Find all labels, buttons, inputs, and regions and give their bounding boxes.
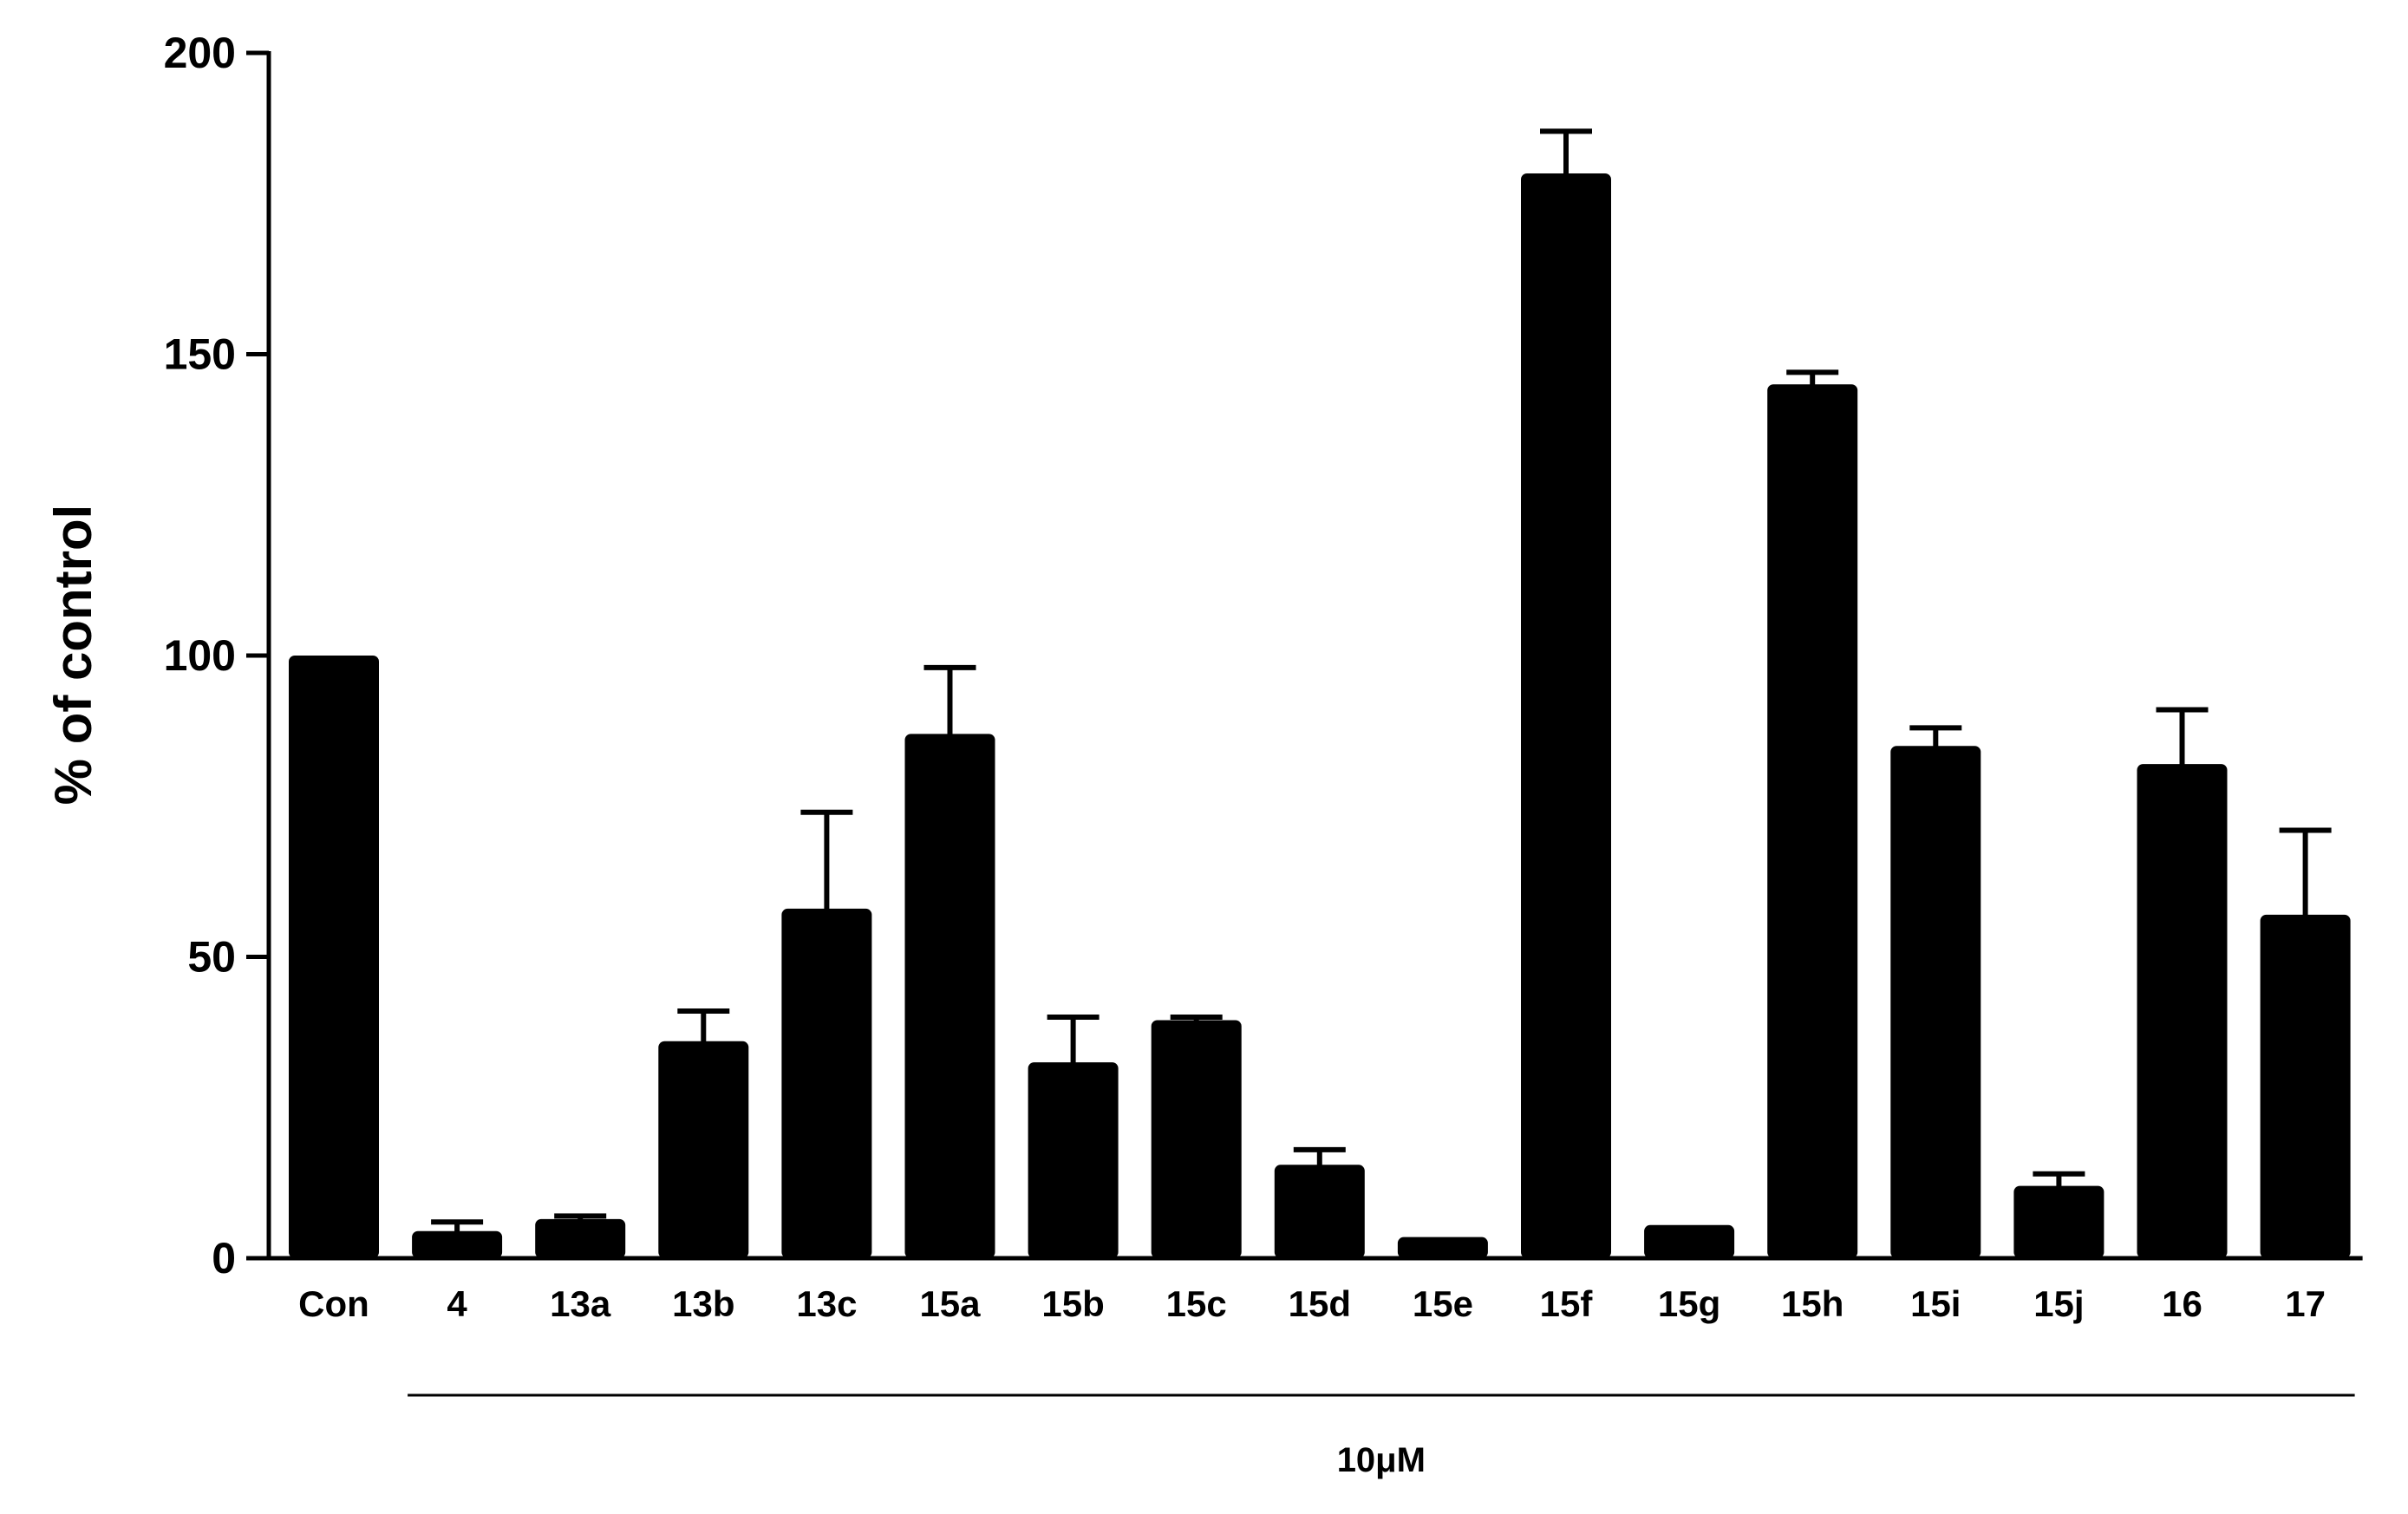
x-tick-label-15h: 15h [1781, 1283, 1844, 1324]
bar-15j [2013, 1185, 2105, 1258]
x-tick-label-15b: 15b [1041, 1283, 1104, 1324]
bar-15b [1028, 1062, 1119, 1258]
x-ticks-layer: Con 4 13a 13b 13c 15a 15b 15c 15d 15e 15f 15g 15h 15i… [298, 1283, 2326, 1324]
y-tick-label: 200 [164, 29, 236, 77]
y-tick-label: 50 [187, 933, 236, 982]
y-axis-title: % of control [44, 505, 102, 806]
x-tick-label-15f: 15f [1540, 1283, 1594, 1324]
x-tick-label-13b: 13b [672, 1283, 734, 1324]
y-tick-label: 0 [212, 1234, 236, 1282]
bar-13b [658, 1041, 749, 1258]
y-tick-label: 100 [164, 631, 236, 680]
x-tick-label-13c: 13c [796, 1283, 857, 1324]
y-ticks-layer: 0 50 100 150 200 [164, 29, 269, 1282]
bar-13c [781, 908, 872, 1258]
bar-15f [1521, 173, 1611, 1258]
bar-4 [412, 1230, 503, 1258]
x-tick-label-15a: 15a [919, 1283, 981, 1324]
x-tick-label-15g: 15g [1658, 1283, 1720, 1324]
y-tick-label: 150 [164, 330, 236, 379]
x-tick-label-13a: 13a [550, 1283, 611, 1324]
bar-16 [2137, 764, 2228, 1258]
error-bars-layer [431, 128, 2332, 1233]
bar-15d [1274, 1165, 1365, 1258]
bar-15a [904, 734, 995, 1258]
x-tick-label-15i: 15i [1910, 1283, 1961, 1324]
bar-15g [1644, 1224, 1735, 1258]
bars-layer [289, 173, 2351, 1258]
x-tick-label-17: 17 [2285, 1283, 2326, 1324]
x-tick-label-16: 16 [2162, 1283, 2202, 1324]
bar-15h [1767, 384, 1858, 1258]
group-label: 10μM [1337, 1441, 1426, 1479]
bar-15c [1151, 1020, 1242, 1258]
x-tick-label-15j: 15j [2033, 1283, 2084, 1324]
x-tick-label-4: 4 [447, 1283, 467, 1324]
bar-13a [535, 1218, 626, 1258]
bar-15i [1890, 746, 1981, 1258]
x-tick-label-15e: 15e [1413, 1283, 1473, 1324]
x-tick-label-15d: 15d [1289, 1283, 1351, 1324]
bar-17 [2260, 914, 2351, 1258]
axes-layer [266, 51, 2363, 1261]
bar-con [289, 656, 379, 1258]
bar-15e [1397, 1237, 1488, 1258]
x-tick-label-15c: 15c [1166, 1283, 1227, 1324]
x-tick-label-con: Con [298, 1283, 369, 1324]
